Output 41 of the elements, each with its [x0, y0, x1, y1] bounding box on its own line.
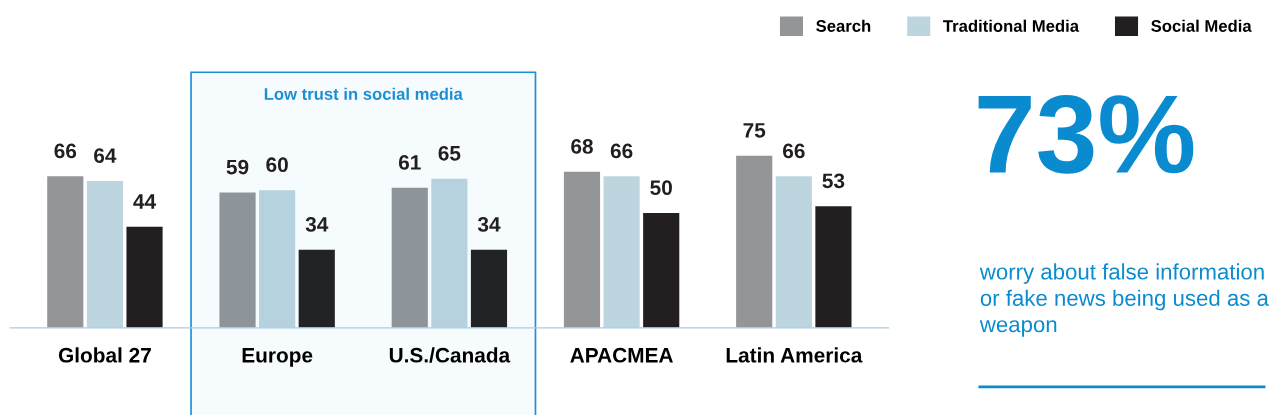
x-tick-label: Global 27 [58, 347, 151, 363]
bar [126, 226, 163, 328]
data-label: 44 [133, 194, 156, 209]
legend-label: Traditional Media [943, 19, 1080, 32]
data-label: 66 [610, 143, 633, 159]
data-label: 34 [305, 217, 329, 232]
bar [47, 176, 84, 328]
data-label: 64 [94, 148, 117, 163]
x-tick-label: Europe [242, 348, 313, 367]
bar [815, 206, 852, 328]
bar [775, 176, 812, 328]
data-label: 59 [226, 159, 249, 175]
x-tick-label: U.S./Canada [389, 347, 511, 363]
data-label: 34 [477, 217, 501, 232]
data-label: 75 [743, 123, 766, 138]
bar [736, 155, 773, 328]
bar [563, 171, 601, 328]
bar [391, 187, 428, 328]
data-label: 68 [571, 139, 593, 154]
text: 73% [978, 94, 1194, 174]
bar [643, 213, 680, 328]
legend-label: Social Media [1151, 19, 1252, 32]
band-label: Low trust in social media [264, 87, 463, 100]
data-label: 50 [650, 180, 672, 196]
x-tick-label: Latin America [726, 347, 863, 363]
data-label: 60 [266, 157, 288, 173]
data-label: 53 [822, 173, 845, 189]
data-label: 66 [54, 143, 77, 159]
bar [259, 190, 296, 328]
data-label: 66 [783, 143, 805, 159]
bar [603, 176, 640, 328]
text: worry about false information or fake news being used as a weapon [979, 263, 1269, 337]
legend-label: Search [816, 19, 871, 32]
bar [470, 249, 508, 328]
bar [298, 249, 335, 328]
data-label: 65 [438, 145, 461, 161]
x-tick-label: APACMEA [570, 347, 673, 363]
bar [86, 180, 123, 328]
data-label: 61 [398, 155, 421, 170]
bar [431, 178, 468, 328]
bar [219, 192, 256, 328]
